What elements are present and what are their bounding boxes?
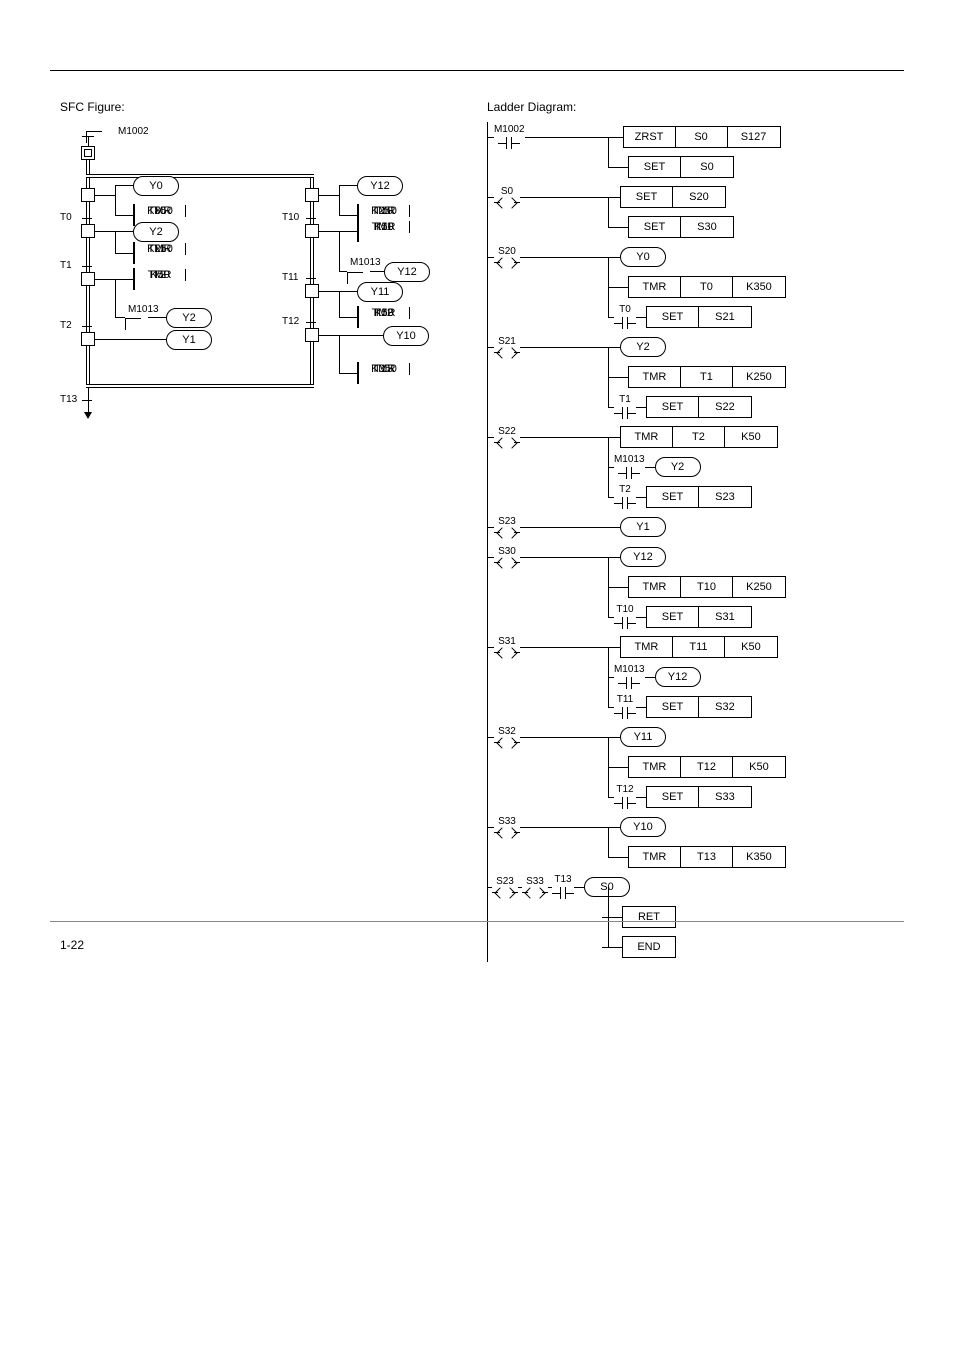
sfc-coil: Y11 (357, 282, 403, 302)
ladder-step: S31 (494, 636, 520, 659)
sfc-t1: T1 (60, 260, 72, 271)
sfc-tmr: TMRT1K250 (133, 242, 135, 264)
ladder-step: S21 (494, 336, 520, 359)
ladder-step: S20 (494, 246, 520, 269)
ladder-box: RET (622, 906, 676, 928)
ladder-coil: Y10 (620, 817, 666, 837)
ladder-coil: Y12 (620, 547, 666, 567)
sfc-t10: T10 (282, 212, 299, 223)
sfc-coil: Y0 (133, 176, 179, 196)
ladder-rung: S32 Y11 TMRT12K50 T12 SETS33 (488, 722, 867, 812)
sfc-tmr: TMRT2K50 (133, 268, 135, 290)
ladder-diagram: M1002 ZRSTS0S127 SETS0 S0 SETS20 SETS30 S20 Y0 T… (487, 122, 867, 962)
ladder-step: S33 (522, 876, 548, 899)
ladder-step: S33 (494, 816, 520, 839)
ladder-box: SETS21 (646, 306, 752, 328)
page-number: 1-22 (60, 938, 84, 952)
sfc-tmr: TMRT0K350 (133, 204, 135, 226)
sfc-coil: Y2 (133, 222, 179, 242)
ladder-contact: T12 (614, 784, 636, 810)
sfc-tmr: TMRT12K50 (357, 306, 359, 328)
ladder-box: SETS23 (646, 486, 752, 508)
ladder-box: TMRT11K50 (620, 636, 778, 658)
ladder-contact: T13 (552, 874, 574, 900)
ladder-box: SETS0 (628, 156, 734, 178)
ladder-title: Ladder Diagram: (487, 100, 904, 114)
sfc-t12: T12 (282, 316, 299, 327)
ladder-step: S32 (494, 726, 520, 749)
ladder-contact: T10 (614, 604, 636, 630)
ladder-box: TMRT0K350 (628, 276, 786, 298)
sfc-t11: T11 (282, 272, 299, 283)
top-rule (50, 70, 904, 71)
ladder-rung: S0 SETS20 SETS30 (488, 182, 867, 242)
ladder-box: SETS31 (646, 606, 752, 628)
ladder-step: S22 (494, 426, 520, 449)
ladder-box: SETS32 (646, 696, 752, 718)
ladder-contact: T1 (614, 394, 636, 420)
ladder-step: S23 (492, 876, 518, 899)
ladder-box: SETS20 (620, 186, 726, 208)
ladder-box: TMRT13K350 (628, 846, 786, 868)
ladder-contact: T0 (614, 304, 636, 330)
ladder-box: TMRT2K50 (620, 426, 778, 448)
sfc-t13: T13 (60, 394, 77, 405)
ladder-step: S23 (494, 516, 520, 539)
ladder-box: TMRT1K250 (628, 366, 786, 388)
ladder-box: SETS33 (646, 786, 752, 808)
sfc-tmr: TMRT11K50 (357, 220, 359, 242)
sfc-tmr: TMRT13K350 (357, 362, 359, 384)
sfc-title: SFC Figure: (60, 100, 487, 114)
ladder-rung: S23 Y1 (488, 512, 867, 542)
ladder-coil: S0 (584, 877, 630, 897)
ladder-step: S0 (494, 186, 520, 209)
ladder-coil: Y11 (620, 727, 666, 747)
ladder-coil: Y2 (655, 457, 701, 477)
sfc-init-step (81, 146, 95, 160)
ladder-rung: S21 Y2 TMRT1K250 T1 SETS22 (488, 332, 867, 422)
ladder-box: END (622, 936, 676, 958)
ladder-rung: S33 Y10 TMRT13K350 (488, 812, 867, 872)
ladder-step: S30 (494, 546, 520, 569)
ladder-coil: Y0 (620, 247, 666, 267)
ladder-box: TMRT10K250 (628, 576, 786, 598)
sfc-t2: T2 (60, 320, 72, 331)
sfc-coil: Y1 (166, 330, 212, 350)
ladder-contact: M1013 (614, 664, 645, 690)
ladder-box: TMRT12K50 (628, 756, 786, 778)
ladder-box: ZRSTS0S127 (623, 126, 781, 148)
sfc-t0: T0 (60, 212, 72, 223)
ladder-contact: M1002 (494, 124, 525, 150)
sfc-coil: Y2 (166, 308, 212, 328)
sfc-coil: Y10 (383, 326, 429, 346)
ladder-coil: Y2 (620, 337, 666, 357)
ladder-coil: Y1 (620, 517, 666, 537)
ladder-box: SETS22 (646, 396, 752, 418)
sfc-init-contact: M1002 (118, 126, 149, 137)
ladder-rung: S23S33T13 S0 RET END (488, 872, 867, 962)
ladder-contact: T11 (614, 694, 636, 720)
sfc-figure: M1002 T0 T1 (60, 122, 470, 462)
ladder-rung: S22 TMRT2K50 M1013 Y2 T2 SETS23 (488, 422, 867, 512)
sfc-coil: Y12 (384, 262, 430, 282)
ladder-coil: Y12 (655, 667, 701, 687)
ladder-contact: M1013 (614, 454, 645, 480)
ladder-rung: S31 TMRT11K50 M1013 Y12 T11 SETS32 (488, 632, 867, 722)
ladder-rung: M1002 ZRSTS0S127 SETS0 (488, 122, 867, 182)
ladder-rung: S20 Y0 TMRT0K350 T0 SETS21 (488, 242, 867, 332)
sfc-coil: Y12 (357, 176, 403, 196)
ladder-rung: S30 Y12 TMRT10K250 T10 SETS31 (488, 542, 867, 632)
bottom-rule (50, 921, 904, 922)
ladder-box: SETS30 (628, 216, 734, 238)
ladder-contact: T2 (614, 484, 636, 510)
